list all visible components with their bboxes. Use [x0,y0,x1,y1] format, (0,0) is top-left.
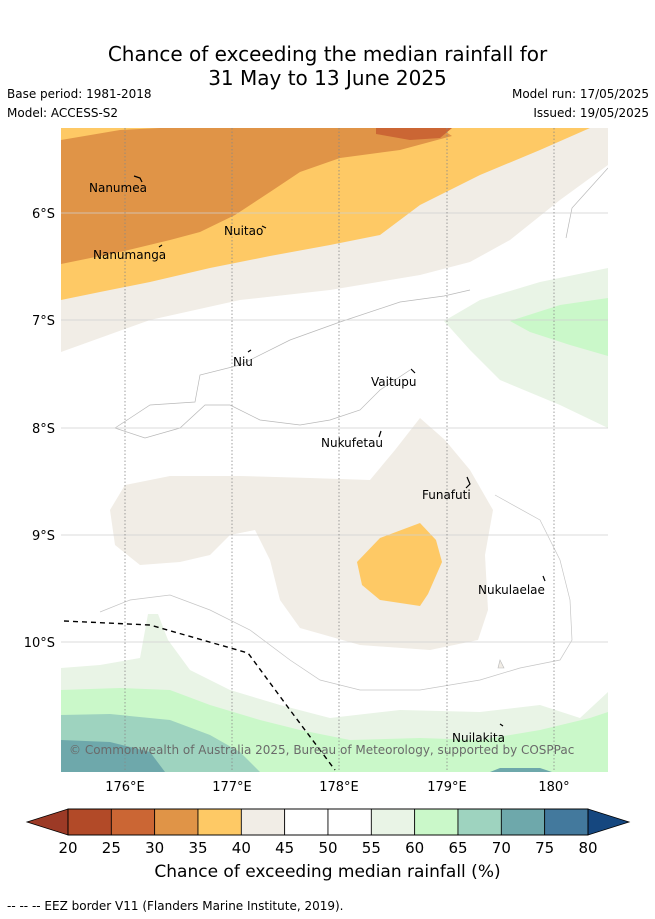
colorbar-tick-label: 55 [362,839,381,857]
colorbar-segment [500,808,546,836]
colorbar-tick-label: 75 [535,839,554,857]
colorbar-tick-label: 60 [405,839,424,857]
colorbar-label: Chance of exceeding median rainfall (%) [154,862,501,882]
colorbar-segment [544,808,589,836]
colorbar-tick-label: 50 [318,839,337,857]
base-period: Base period: 1981-2018 [7,87,152,101]
colorbar-tick-label: 35 [188,839,207,857]
issued-date: Issued: 19/05/2025 [533,106,649,120]
colorbar: 20 25 30 35 40 45 50 55 60 65 70 75 80 [25,808,631,857]
model-run: Model run: 17/05/2025 [511,87,649,101]
y-axis-ticks: 6°S 7°S 8°S 9°S 10°S [24,207,55,651]
colorbar-segment [370,808,416,836]
colorbar-high-arrow [587,808,631,836]
rainfall-map: Nanumea Nuitao Nanumanga Niu Vaitupu Nuk… [24,128,631,857]
colorbar-tick-label: 65 [448,839,467,857]
latitude-gridlines [61,212,608,643]
contour-25-30-patch [376,128,452,140]
place-label-nanumea: Nanumea [89,181,147,195]
longitude-gridlines [124,128,555,772]
y-tick-7s: 7°S [32,314,55,329]
colorbar-segment [154,808,199,836]
colorbar-segment [284,808,329,836]
contour-30-35-north [61,128,452,264]
contour-line-50c [565,167,608,239]
colorbar-segment [457,808,502,836]
copyright-notice: © Commonwealth of Australia 2025, Bureau… [69,743,574,757]
x-tick-180: 180° [538,780,569,795]
colorbar-tick-label: 70 [492,839,511,857]
y-tick-8s: 8°S [32,422,55,437]
colorbar-tick-label: 40 [232,839,251,857]
contour-line-50b [114,369,411,439]
place-label-niu: Niu [233,355,253,369]
place-label-nukulaelae: Nukulaelae [478,583,545,597]
eez-footnote: -- -- -- EEZ border V11 (Flanders Marine… [7,899,344,913]
contour-70-75-southeast [490,768,552,772]
x-tick-179e: 179°E [427,780,467,795]
map-plot-area: Nanumea Nuitao Nanumanga Niu Vaitupu Nuk… [61,128,608,772]
x-tick-177e: 177°E [212,780,252,795]
contour-70-75-south [61,740,165,772]
contour-line-50d [99,494,573,691]
x-tick-178e: 178°E [319,780,359,795]
y-tick-6s: 6°S [32,207,55,222]
map-title-line-2: 31 May to 13 June 2025 [208,66,447,90]
model-name: Model: ACCESS-S2 [7,106,119,120]
contour-35-40-central [357,523,442,606]
colorbar-segment [110,808,156,836]
place-label-nuitao: Nuitao [224,224,263,238]
colorbar-tick-label: 30 [145,839,164,857]
x-axis-ticks: 176°E 177°E 178°E 179°E 180° [105,780,569,795]
island-marks [133,175,546,727]
colorbar-segment [414,808,459,836]
colorbar-tick-label: 25 [102,839,121,857]
place-label-nuilakita: Nuilakita [452,731,505,745]
place-label-funafuti: Funafuti [422,488,471,502]
colorbar-segment [240,808,286,836]
place-label-nanumanga: Nanumanga [93,248,166,262]
colorbar-segment [67,808,112,836]
place-labels: Nanumea Nuitao Nanumanga Niu Vaitupu Nuk… [89,181,545,745]
contour-60-65-east [510,298,608,356]
colorbar-tick-label: 80 [578,839,597,857]
colorbar-segment [197,808,242,836]
y-tick-9s: 9°S [32,529,55,544]
colorbar-frame [67,808,589,836]
x-tick-176e: 176°E [105,780,145,795]
place-label-nukufetau: Nukufetau [321,436,383,450]
contour-islet-patch [497,659,505,669]
y-tick-10s: 10°S [24,636,55,651]
colorbar-tick-label: 45 [275,839,294,857]
map-title-line-1: Chance of exceeding the median rainfall … [107,42,548,66]
contour-line-50a [114,289,471,429]
place-label-vaitupu: Vaitupu [371,375,417,389]
colorbar-tick-label: 20 [58,839,77,857]
colorbar-segment [327,808,372,836]
colorbar-low-arrow [25,808,69,836]
eez-border [63,620,336,771]
